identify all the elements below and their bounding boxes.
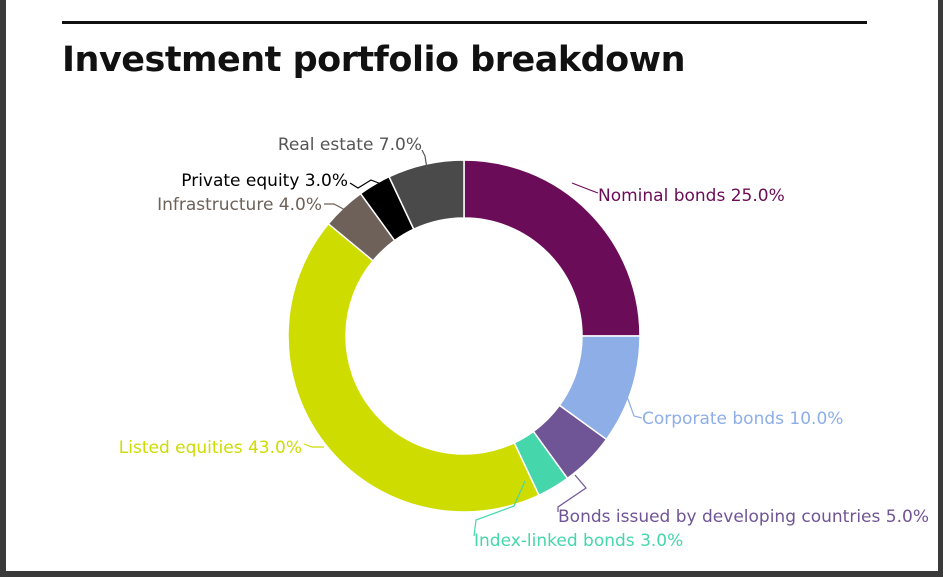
donut-chart: Nominal bonds 25.0% Corporate bonds 10.0%… <box>119 135 929 551</box>
slice-nominal-bonds[interactable] <box>463 159 641 337</box>
chart-frame: Investment portfolio breakdown Nominal b… <box>6 0 938 571</box>
slice-real-estate[interactable] <box>388 159 465 231</box>
label-infrastructure: Infrastructure 4.0% <box>157 195 322 215</box>
label-nominal-bonds: Nominal bonds 25.0% <box>598 186 785 206</box>
leader-line-infrastructure <box>324 203 348 212</box>
label-listed-equities: Listed equities 43.0% <box>119 438 302 458</box>
leader-line-listed-equities <box>303 443 324 448</box>
leader-line-index-linked-bonds <box>473 480 526 537</box>
donut-slices <box>287 159 641 513</box>
label-bonds-issued-by-developing-countries: Bonds issued by developing countries 5.0… <box>558 507 929 527</box>
label-corporate-bonds: Corporate bonds 10.0% <box>642 409 843 429</box>
slice-labels: Nominal bonds 25.0% Corporate bonds 10.0%… <box>119 135 929 551</box>
chart-title: Investment portfolio breakdown <box>62 40 685 80</box>
label-private-equity: Private equity 3.0% <box>181 171 348 191</box>
label-index-linked-bonds: Index-linked bonds 3.0% <box>474 531 683 551</box>
leader-line-real-estate <box>421 149 428 170</box>
top-rule <box>62 21 867 24</box>
leader-line-bonds-issued-by-developing-countries <box>557 474 587 512</box>
leader-lines <box>303 149 643 537</box>
label-real-estate: Real estate 7.0% <box>278 135 422 155</box>
leader-line-nominal-bonds <box>571 182 599 194</box>
leader-line-private-equity <box>349 179 387 189</box>
slice-listed-equities[interactable] <box>287 222 540 513</box>
leader-line-corporate-bonds <box>624 390 643 419</box>
